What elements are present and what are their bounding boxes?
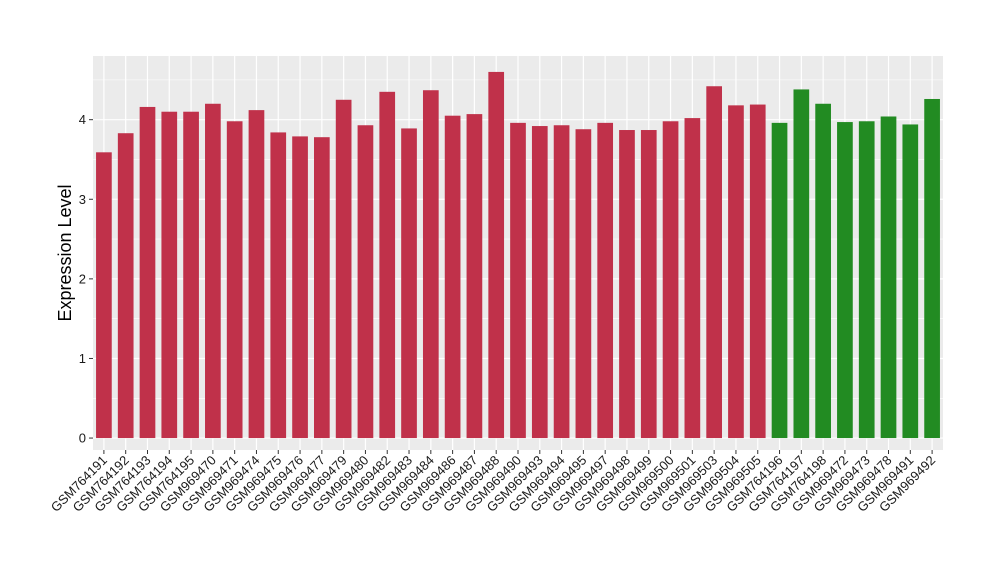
bar-GSM969471 (226, 121, 243, 439)
bar-GSM764191 (96, 152, 112, 439)
bar-GSM764193 (139, 106, 156, 439)
bar-GSM969491 (902, 124, 919, 439)
bar-GSM969498 (619, 130, 635, 439)
x-axis: GSM764191GSM764192GSM764193GSM764194GSM7… (48, 450, 938, 515)
bar-GSM764198 (815, 103, 831, 439)
y-tick-label: 1 (79, 351, 86, 366)
bar-GSM764197 (793, 89, 810, 439)
bar-GSM969494 (553, 125, 570, 439)
bar-GSM969505 (749, 104, 766, 439)
bar-GSM764192 (117, 133, 134, 439)
bar-GSM969483 (401, 128, 417, 439)
bar-GSM969500 (662, 121, 679, 439)
bar-GSM969487 (466, 114, 483, 439)
bars (96, 71, 940, 439)
bar-GSM969488 (488, 71, 505, 439)
bar-GSM969486 (444, 115, 461, 439)
bar-GSM969495 (575, 129, 592, 439)
bar-GSM969482 (379, 91, 396, 439)
y-tick-label: 0 (79, 431, 86, 446)
bar-GSM969490 (510, 122, 526, 439)
bar-GSM969479 (335, 99, 352, 439)
bar-GSM969499 (640, 130, 657, 439)
bar-GSM969497 (597, 122, 614, 439)
y-axis: 0 1 2 3 4 (79, 112, 93, 446)
bar-GSM969503 (706, 86, 722, 439)
bar-GSM969477 (314, 137, 330, 439)
bar-GSM969478 (880, 116, 897, 439)
y-tick-label: 2 (79, 271, 86, 286)
bar-GSM969501 (684, 118, 701, 439)
bar-GSM969492 (924, 98, 940, 439)
bar-GSM764194 (161, 111, 178, 439)
bar-GSM969474 (248, 110, 265, 439)
y-tick-label: 3 (79, 192, 86, 207)
bar-GSM969475 (270, 132, 287, 439)
y-axis-title: Expression Level (55, 184, 75, 321)
bar-GSM764195 (183, 111, 199, 439)
y-tick-label: 4 (79, 112, 86, 127)
bar-GSM969476 (292, 136, 308, 439)
bar-GSM969484 (422, 90, 439, 439)
bar-GSM969470 (205, 103, 221, 439)
bar-GSM969504 (728, 105, 744, 439)
bar-GSM969472 (837, 122, 853, 439)
bar-GSM969473 (858, 121, 875, 439)
bar-GSM764196 (771, 122, 788, 439)
bar-GSM969493 (531, 126, 548, 439)
bar-GSM969480 (357, 125, 374, 439)
